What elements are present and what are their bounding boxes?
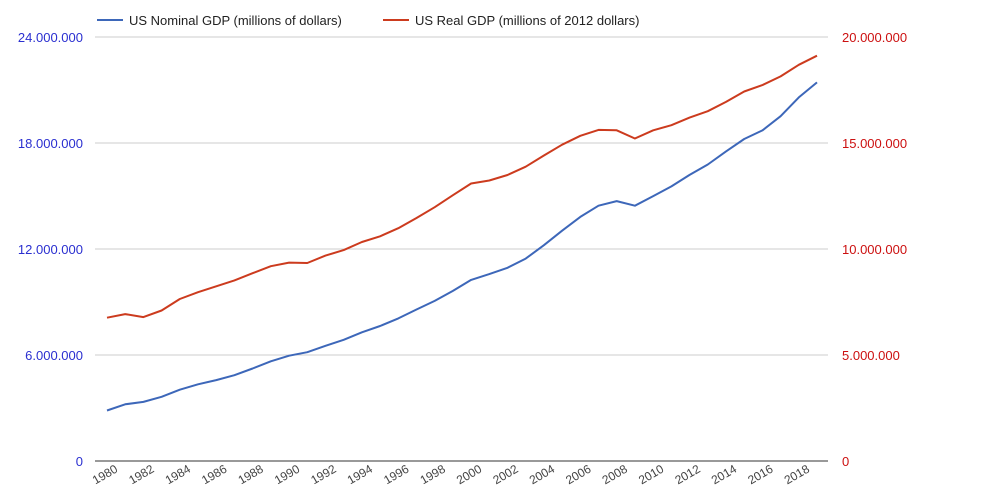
x-axis-tick-label: 1980 xyxy=(90,462,120,488)
x-axis-tick-label: 1990 xyxy=(272,462,302,488)
right-axis-tick-label: 10.000.000 xyxy=(842,242,907,257)
right-axis-tick-label: 5.000.000 xyxy=(842,348,900,363)
left-axis-tick-label: 24.000.000 xyxy=(18,30,83,45)
x-axis-tick-label: 2008 xyxy=(600,462,630,488)
legend-real-label: US Real GDP (millions of 2012 dollars) xyxy=(415,13,639,28)
x-axis-tick-label: 1986 xyxy=(199,462,229,488)
x-axis-tick-label: 1996 xyxy=(381,462,411,488)
x-axis-tick-label: 2012 xyxy=(673,462,703,488)
x-axis-tick-label: 2000 xyxy=(454,462,484,488)
x-axis-tick-label: 1982 xyxy=(126,462,156,488)
x-axis-tick-label: 2018 xyxy=(782,462,812,488)
legend-nominal-label: US Nominal GDP (millions of dollars) xyxy=(129,13,342,28)
x-axis-tick-label: 2014 xyxy=(709,462,739,488)
right-axis-tick-label: 20.000.000 xyxy=(842,30,907,45)
x-axis-tick-label: 1992 xyxy=(308,462,338,488)
x-axis-tick-label: 1984 xyxy=(163,462,193,488)
left-axis-tick-label: 18.000.000 xyxy=(18,136,83,151)
nominal-gdp-line xyxy=(106,81,818,412)
left-axis-tick-label: 12.000.000 xyxy=(18,242,83,257)
left-axis-tick-label: 0 xyxy=(76,454,83,469)
x-axis-tick-label: 1994 xyxy=(345,462,375,488)
right-axis-tick-label: 0 xyxy=(842,454,849,469)
left-axis-tick-label: 6.000.000 xyxy=(25,348,83,363)
x-axis-tick-label: 2004 xyxy=(527,462,557,488)
x-axis-tick-label: 1988 xyxy=(236,462,266,488)
x-axis-tick-label: 2016 xyxy=(745,462,775,488)
x-axis-tick-label: 2002 xyxy=(490,462,520,488)
right-axis-tick-label: 15.000.000 xyxy=(842,136,907,151)
x-axis-tick-label: 2010 xyxy=(636,462,666,488)
x-axis-tick-label: 1998 xyxy=(418,462,448,488)
real-gdp-line xyxy=(106,54,818,319)
x-axis-tick-label: 2006 xyxy=(563,462,593,488)
